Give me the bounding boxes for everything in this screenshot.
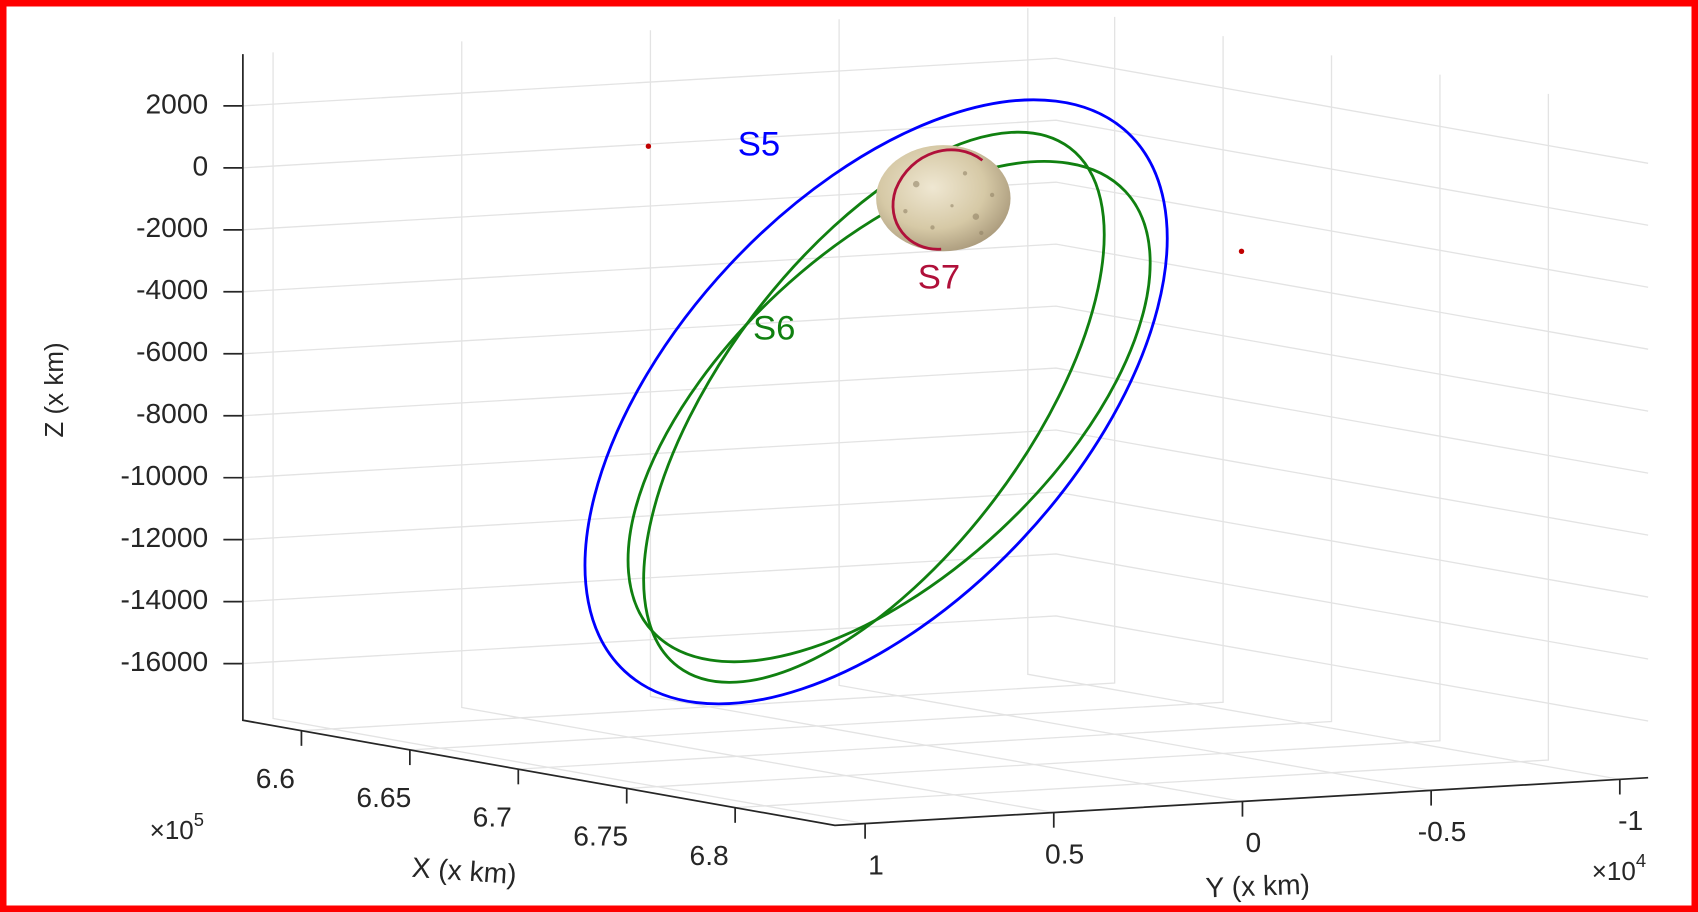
orbit-label: S5: [738, 125, 780, 163]
y-tick-label: -1: [1618, 804, 1643, 836]
x-multiplier-power: 5: [194, 809, 204, 830]
z-tick-label: -2000: [136, 211, 208, 243]
y-multiplier-power: 4: [1636, 850, 1646, 871]
y-multiplier-base: ×10: [1592, 856, 1636, 886]
x-tick-label: 6.7: [473, 800, 512, 832]
point: [1239, 249, 1244, 254]
z-tick-label: -6000: [136, 335, 208, 367]
y-tick-label: -0.5: [1418, 815, 1467, 847]
y-axis-label: Y (x km): [1205, 868, 1310, 904]
orbit-label: S6: [753, 310, 795, 348]
y-tick-label: 0: [1245, 826, 1261, 858]
z-tick-label: -12000: [120, 521, 208, 553]
page: {"chart_data": { "type": "line3d", "x_la…: [0, 0, 1698, 912]
y-tick-label: 0.5: [1045, 837, 1084, 869]
x-tick-label: 6.75: [573, 820, 628, 852]
z-tick-label: 0: [193, 149, 209, 181]
point: [646, 144, 651, 149]
x-multiplier-base: ×10: [150, 815, 194, 845]
y-tick-label: 1: [868, 848, 884, 880]
z-tick-label: -4000: [136, 273, 208, 305]
x-tick-label: 6.8: [690, 839, 729, 871]
z-tick-label: -8000: [136, 397, 208, 429]
z-tick-label: -10000: [120, 459, 208, 491]
z-axis-label: Z (x km): [39, 342, 69, 437]
figure: 20000-2000-4000-6000-8000-10000-12000-14…: [0, 0, 1698, 912]
orbit-label: S7: [918, 259, 960, 297]
x-tick-label: 6.6: [256, 762, 295, 794]
z-tick-label: 2000: [146, 87, 209, 119]
z-tick-label: -16000: [120, 645, 208, 677]
z-tick-label: -14000: [120, 583, 208, 615]
x-tick-label: 6.65: [356, 781, 411, 813]
moon: [876, 145, 1010, 251]
